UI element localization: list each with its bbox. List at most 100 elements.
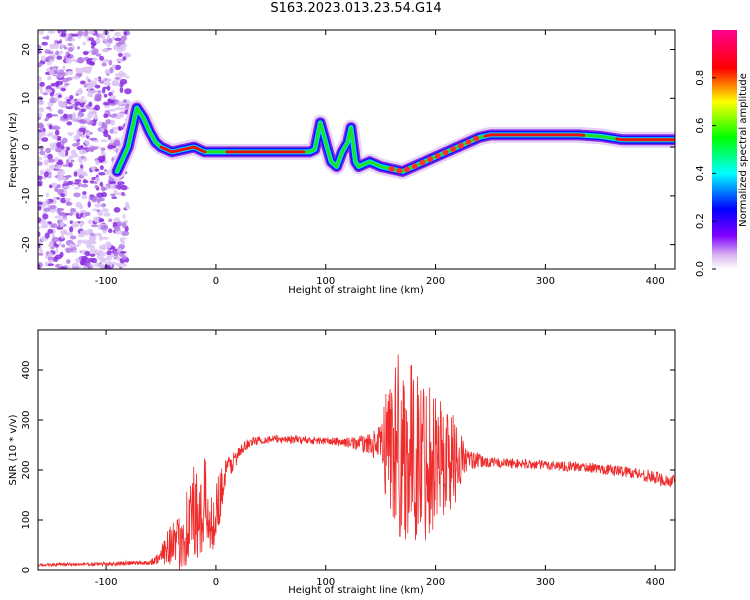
spectrogram-noise-blob — [51, 232, 56, 239]
spectrogram-noise-blob — [66, 259, 71, 264]
spectrogram-noise-blob — [95, 37, 101, 45]
spectrogram-noise-blob — [63, 113, 68, 119]
spectrogram-noise-blob — [45, 147, 52, 154]
spectrogram-noise-blob — [41, 41, 48, 46]
spectrogram-noise-blob — [89, 245, 96, 250]
spectrogram-noise-blob — [90, 89, 98, 94]
spectrogram-noise-blob — [96, 192, 104, 198]
spectrogram-noise-blob — [68, 243, 74, 248]
spectrogram-noise-blob — [111, 126, 119, 130]
spectrogram-noise-blob — [62, 65, 66, 71]
spectrogram-noise-blob — [98, 235, 103, 241]
spectrogram-x-tick-label: 0 — [213, 276, 219, 287]
colorbar-tick-label: 0.8 — [695, 70, 706, 86]
snr-y-axis-label: SNR (10 * v/v) — [8, 414, 19, 485]
spectrogram-noise-blob — [46, 201, 52, 205]
spectrogram-peak-dot — [404, 166, 411, 173]
spectrogram-noise-blob — [86, 131, 91, 137]
spectrogram-noise-blob — [77, 233, 85, 238]
spectrogram-noise-blob — [49, 142, 58, 147]
snr-x-tick-label: -100 — [95, 577, 118, 588]
spectrogram-noise-blob — [86, 148, 91, 152]
spectrogram-noise-blob — [38, 112, 43, 118]
spectrogram-noise-blob — [62, 185, 71, 189]
spectrogram-noise-blob — [51, 134, 58, 140]
spectrogram-peak-dot — [396, 167, 403, 174]
spectrogram-noise-blob — [65, 232, 74, 236]
spectrogram-x-tick-label: -100 — [95, 276, 118, 287]
spectrogram-noise-blob — [38, 50, 42, 54]
spectrogram-x-tick-label: 400 — [646, 276, 665, 287]
spectrogram-noise-blob — [88, 235, 97, 241]
spectrogram-noise-blob — [94, 104, 101, 111]
spectrogram-noise-blob — [38, 181, 42, 187]
snr-y-tick-label: 400 — [21, 360, 32, 379]
spectrogram-noise-blob — [62, 137, 68, 144]
spectrogram-noise-blob — [73, 137, 78, 141]
spectrogram-noise-blob — [100, 147, 106, 151]
spectrogram-noise-blob — [111, 196, 118, 200]
spectrogram-noise-blob — [71, 112, 77, 118]
spectrogram-noise-blob — [50, 223, 58, 228]
spectrogram-noise-blob — [109, 138, 113, 144]
spectrogram-noise-blob — [120, 239, 125, 246]
spectrogram-noise-blob — [43, 159, 49, 166]
snr-panel: -100 0 100 200 300 400 0 100 200 300 400 Height of… — [8, 329, 676, 596]
spectrogram-noise-blob — [100, 186, 106, 192]
spectrogram-noise-blob — [49, 43, 56, 48]
spectrogram-noise-blob — [95, 159, 100, 166]
spectrogram-noise-blob — [39, 88, 44, 94]
spectrogram-noise-blob — [39, 81, 45, 87]
spectrogram-noise-blob — [117, 52, 123, 57]
spectrogram-noise-blob — [73, 171, 78, 177]
spectrogram-noise-blob — [94, 168, 100, 172]
spectrogram-noise-blob — [61, 244, 66, 248]
spectrogram-noise-blob — [69, 94, 74, 100]
spectrogram-noise-blob — [113, 139, 121, 146]
spectrogram-noise-blob — [56, 197, 60, 200]
spectrogram-peak-dot — [411, 163, 418, 170]
spectrogram-noise-blob — [92, 111, 97, 116]
spectrogram-noise-blob — [116, 112, 124, 119]
spectrogram-noise-blob — [70, 159, 75, 163]
snr-frame — [37, 329, 676, 571]
spectrogram-noise-blob — [108, 59, 113, 66]
spectrogram-noise-blob — [110, 119, 116, 126]
spectrogram-noise-blob — [60, 217, 68, 221]
spectrogram-noise-blob — [91, 51, 97, 56]
spectrogram-noise-blob — [59, 50, 63, 55]
spectrogram-noise-blob — [49, 184, 53, 189]
spectrogram-noise-blob — [103, 169, 108, 172]
spectrogram-noise-blob — [57, 30, 61, 34]
spectrogram-noise-blob — [98, 246, 103, 249]
spectrogram-noise-blob — [106, 254, 113, 262]
spectrogram-noise-blob — [81, 194, 88, 200]
spectrogram-noise-blob — [38, 161, 43, 166]
spectrogram-noise-blob — [90, 224, 99, 228]
spectrogram-noise-blob — [118, 107, 127, 111]
spectrogram-noise-blob — [64, 83, 70, 86]
spectrogram-noise-blob — [103, 212, 111, 217]
spectrogram-noise-blob — [89, 80, 98, 86]
spectrogram-noise-blob — [113, 250, 119, 257]
spectrogram-noise-blob — [95, 232, 102, 237]
spectrogram-noise-blob — [101, 203, 107, 208]
spectrogram-noise-blob — [83, 30, 89, 37]
spectrogram-noise-blob — [66, 76, 73, 81]
spectrogram-noise-blob — [97, 155, 105, 162]
spectrogram-peak-dot — [419, 159, 426, 166]
spectrogram-noise-blob — [104, 39, 108, 45]
spectrogram-x-tick-label: 100 — [316, 276, 335, 287]
spectrogram-noise-blob — [98, 93, 102, 98]
spectrogram-noise-blob — [107, 134, 111, 141]
spectrogram-noise-blob — [65, 247, 72, 254]
colorbar-ticks: 0.0 0.2 0.4 0.6 0.8 — [695, 70, 716, 277]
colorbar-gradient — [712, 30, 737, 269]
spectrogram-noise-blob — [38, 141, 41, 145]
spectrogram-noise-blob — [38, 145, 44, 151]
spectrogram-noise-blob — [48, 124, 53, 130]
spectrogram-noise-blob — [54, 187, 59, 192]
spectrogram-noise-blob — [76, 116, 82, 121]
spectrogram-noise-blob — [80, 183, 89, 188]
spectrogram-noise-blob — [112, 36, 116, 40]
